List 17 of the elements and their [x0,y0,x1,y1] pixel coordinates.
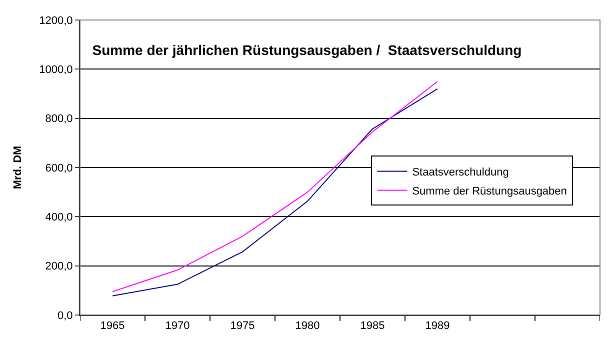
y-axis-title: Mrd. DM [12,146,24,190]
x-tick-label: 1985 [360,320,385,332]
x-tick-label: 1975 [230,320,255,332]
x-tick-label: 1989 [425,320,450,332]
text: Summe der jährlichen Rüstungsausgaben / Staatsverschuldung [92,42,522,58]
y-tick-label: 400,0 [45,212,73,224]
y-tick-label: 1000,0 [39,64,73,76]
x-tick-label: 1970 [165,320,190,332]
y-tick-label: 600,0 [45,162,73,174]
y-tick-label: 200,0 [45,260,73,273]
legend-label: Staatsverschuldung [412,166,509,178]
x-tick-label: 1980 [295,320,320,332]
y-tick-label: 0,0 [58,310,73,322]
y-tick-label: 1200,0 [39,14,73,27]
y-tick-label: 800,0 [45,113,73,126]
x-tick-label: 1965 [100,320,125,332]
legend-label: Summe der Rüstungsausgaben [412,185,567,198]
